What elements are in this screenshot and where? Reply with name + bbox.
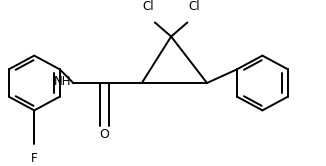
Text: Cl: Cl	[188, 0, 200, 13]
Text: Cl: Cl	[142, 0, 154, 13]
Text: F: F	[31, 152, 37, 165]
Text: NH: NH	[54, 75, 72, 88]
Text: O: O	[99, 128, 109, 141]
